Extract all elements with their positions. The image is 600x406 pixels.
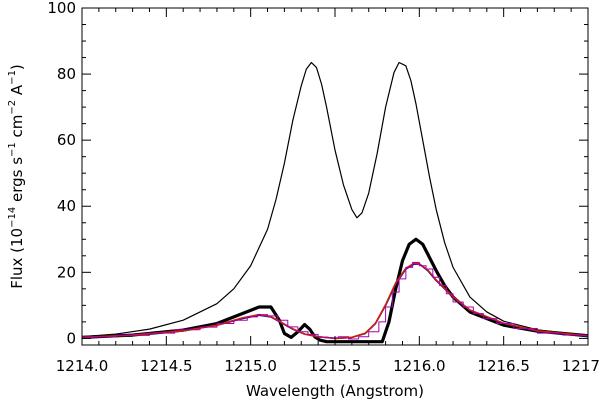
y-tick-label: 80	[57, 65, 76, 83]
y-tick-label: 40	[57, 197, 76, 215]
y-axis-title-exp-3: −2	[7, 100, 18, 115]
x-tick-label: 1215.0	[224, 357, 277, 375]
axis-ticks	[81, 7, 589, 345]
y-tick-label: 100	[47, 0, 76, 17]
x-tick-label: 1217.0	[562, 357, 600, 375]
observed-histogram-line	[82, 261, 589, 340]
y-tick-label: 0	[66, 329, 76, 347]
y-axis-title-part-5: )	[8, 64, 26, 70]
x-tick-label: 1215.5	[309, 357, 362, 375]
y-tick-label: 60	[57, 131, 76, 149]
y-axis-title-part-1: Flux (10	[8, 228, 26, 289]
series-group	[81, 61, 589, 344]
y-axis-title: Flux (10−14 ergs s−1 cm−2 A−1)	[7, 64, 26, 289]
y-axis-title-exp-1: −14	[7, 207, 18, 228]
x-tick-label: 1214.5	[140, 357, 193, 375]
attenuated-profile-line	[81, 237, 589, 344]
x-tick-label: 1214.0	[56, 357, 109, 375]
y-axis-title-part-3: cm	[8, 115, 26, 143]
x-axis-title: Wavelength (Angstrom)	[246, 382, 424, 400]
y-tick-label: 20	[57, 263, 76, 281]
y-axis-title-part-4: A	[8, 84, 26, 100]
plot-frame	[81, 7, 589, 346]
y-axis-title-exp-2: −1	[7, 142, 18, 157]
x-tick-label: 1216.0	[393, 357, 446, 375]
y-axis-title-exp-4: −1	[7, 70, 18, 85]
x-tick-label: 1216.5	[477, 357, 530, 375]
intrinsic-profile-line	[81, 61, 589, 338]
axis-tick-labels: 1214.0 1214.5 1215.0 1215.5 1216.0 1216.5 1217…	[47, 0, 600, 375]
y-axis-title-part-2: ergs s	[8, 157, 26, 207]
